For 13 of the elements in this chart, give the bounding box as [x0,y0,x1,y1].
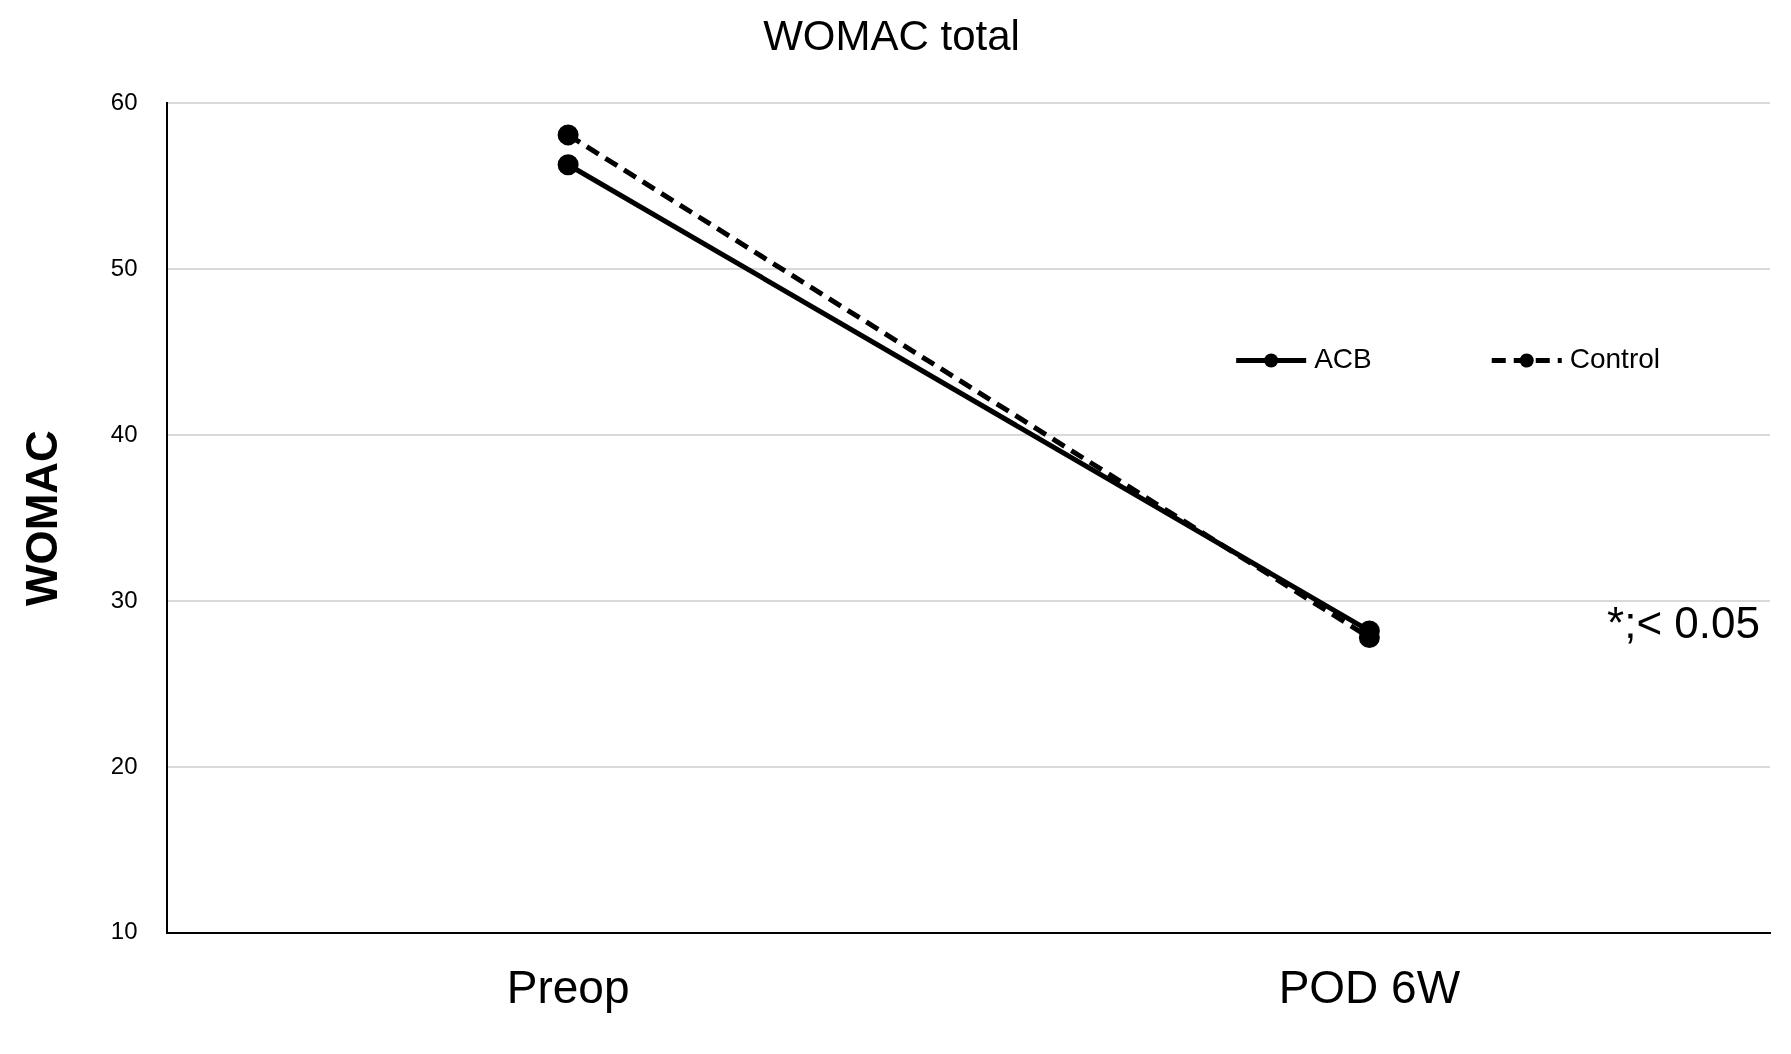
chart-title: WOMAC total [763,11,1020,59]
y-tick-label: 60 [110,88,138,116]
y-tick-label: 50 [110,253,138,281]
y-axis-title: WOMAC [16,430,66,607]
y-tick-label: 40 [110,419,138,447]
y-tick-label: 10 [110,917,138,945]
y-tick-label: 30 [110,585,138,613]
annotation: *;< 0.05 [1607,598,1760,648]
y-tick-label: 20 [110,751,138,779]
legend-label: Control [1569,343,1660,375]
legend-label: ACB [1314,343,1372,375]
x-tick-label: Preop [506,961,630,1014]
x-tick-label: POD 6W [1278,961,1461,1014]
